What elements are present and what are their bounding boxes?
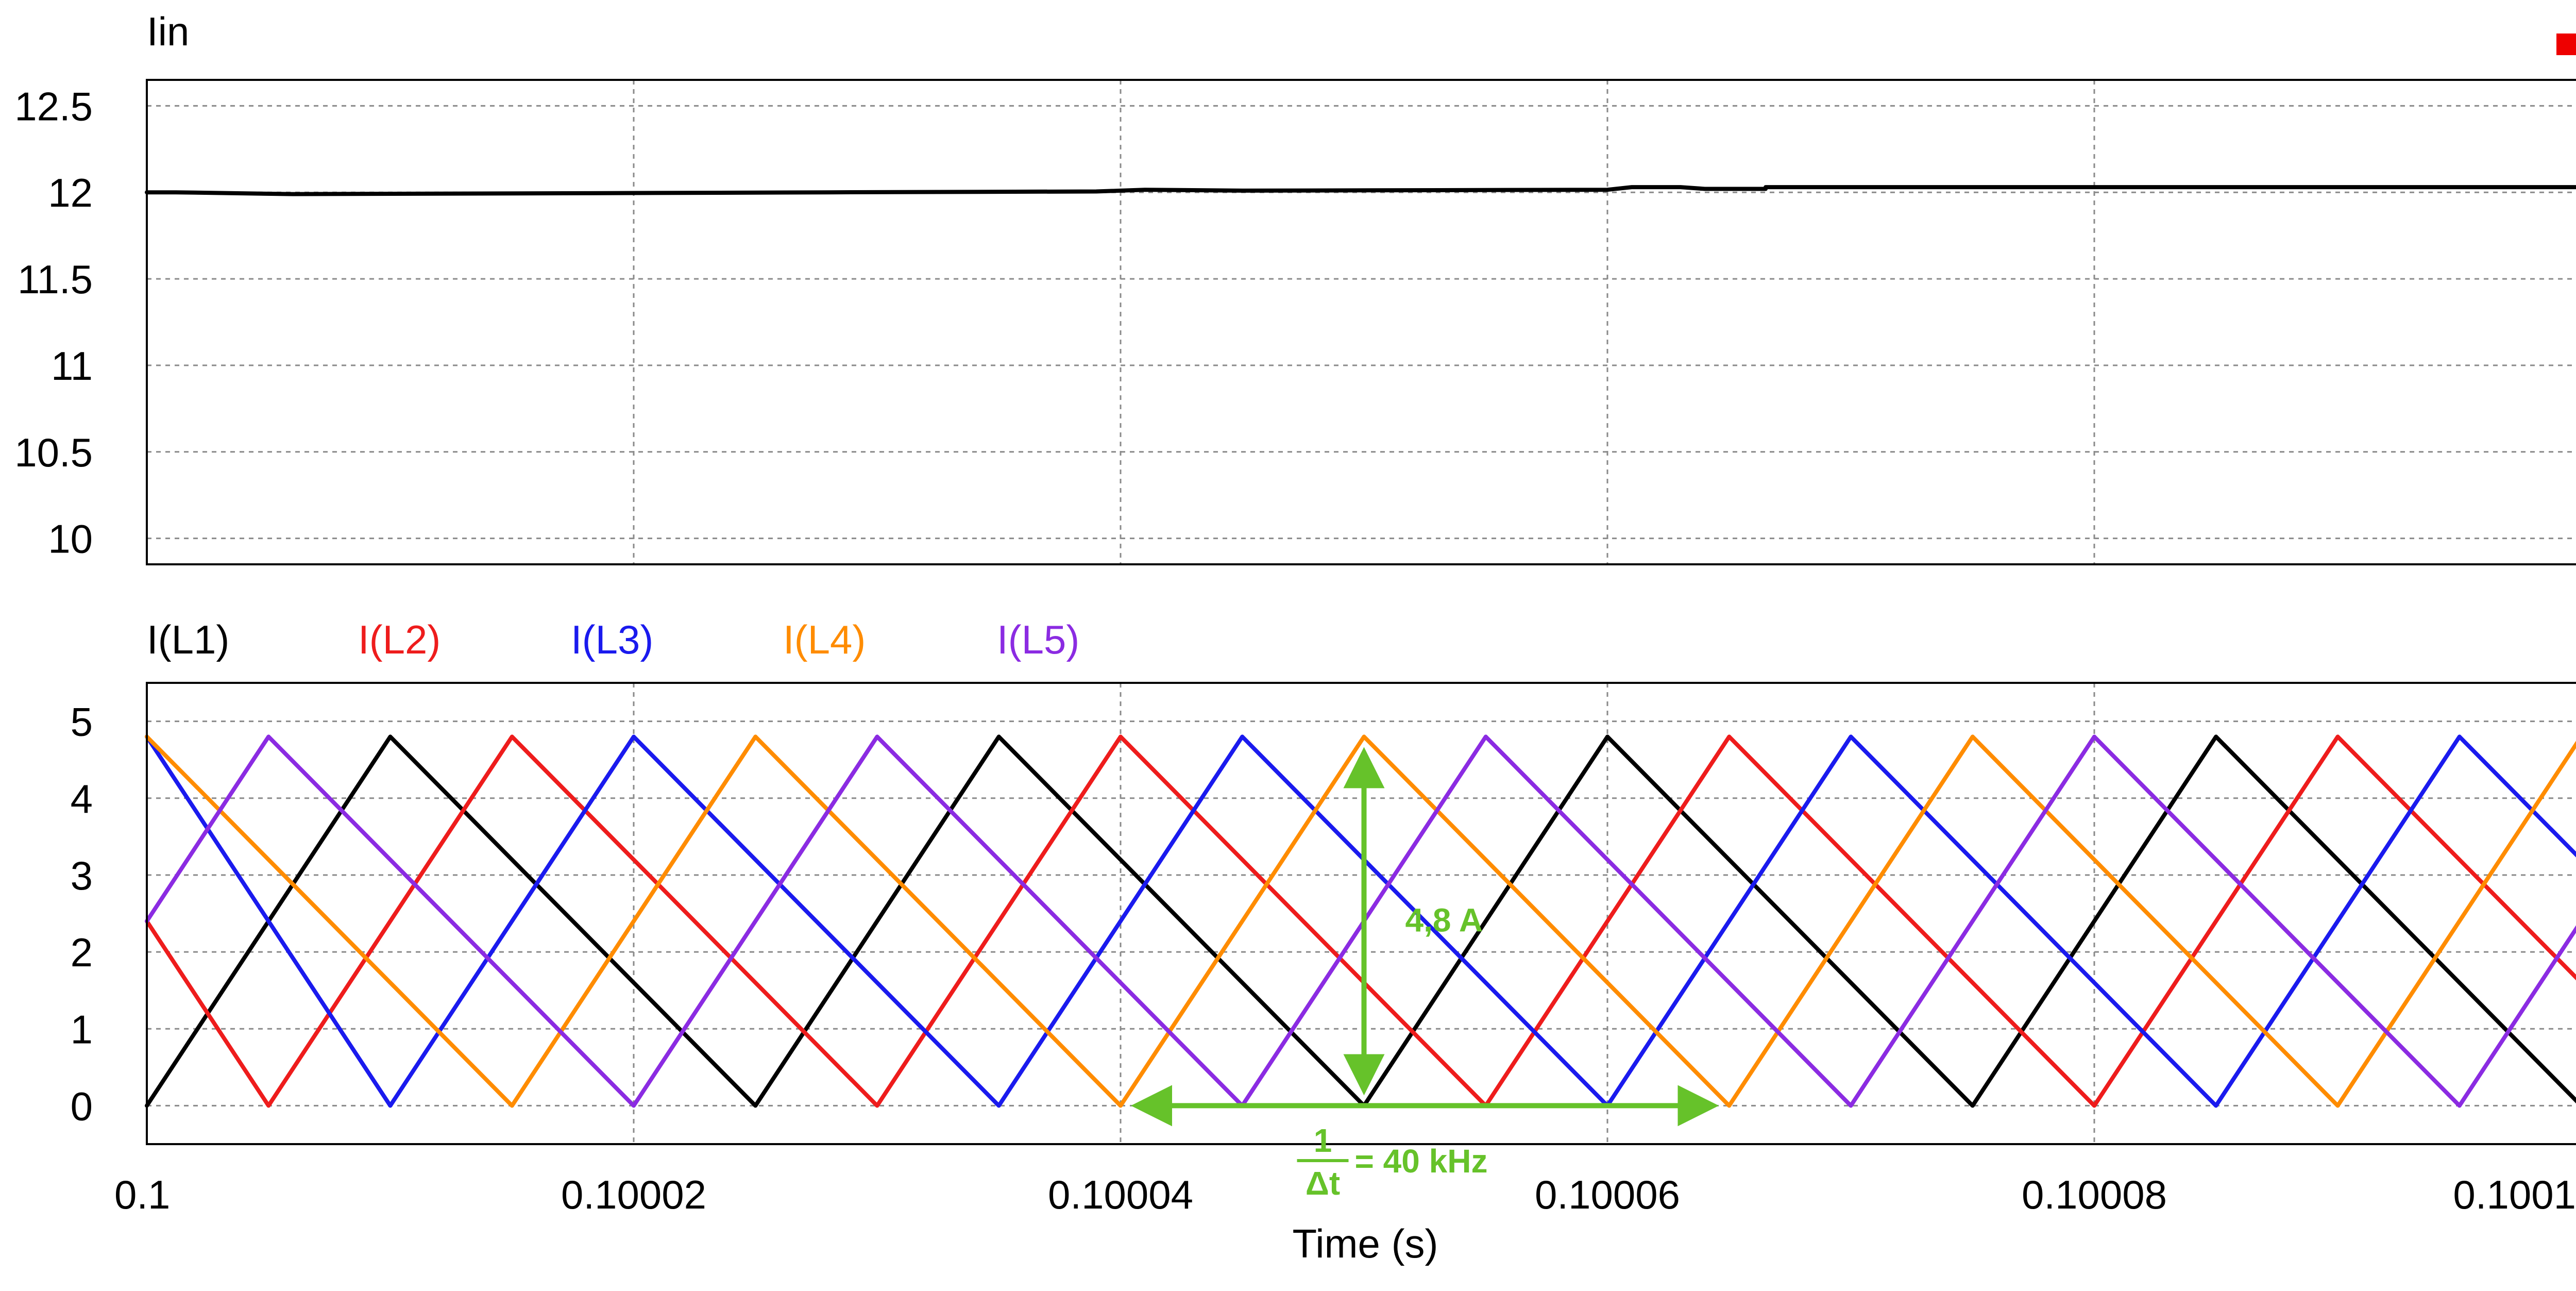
x-tick-4: 0.10008 bbox=[2022, 1172, 2167, 1217]
top-plot-frame bbox=[146, 79, 2576, 565]
top-panel: 10 10.5 11 11.5 12 12.5 Iin bbox=[14, 9, 2576, 565]
series-iin bbox=[145, 185, 2576, 196]
top-y-tick-1: 10.5 bbox=[14, 430, 93, 475]
bottom-panel: 0 1 2 3 4 5 I(L1) I(L2) I(L3) I(L4) I(L5) 0.1 0.10… bbox=[71, 617, 2576, 1266]
legend-item-il5: I(L5) bbox=[997, 617, 1079, 662]
x-tick-2: 0.10004 bbox=[1048, 1172, 1193, 1217]
x-tick-1: 0.10002 bbox=[561, 1172, 706, 1217]
top-series-layer bbox=[145, 185, 2576, 196]
series-il3 bbox=[145, 734, 2576, 1108]
legend-item-il3: I(L3) bbox=[571, 617, 653, 662]
top-panel-title: Iin bbox=[147, 9, 189, 54]
bottom-plot-frame bbox=[146, 682, 2576, 1145]
bottom-y-tick-4: 4 bbox=[71, 776, 93, 821]
x-axis-label: Time (s) bbox=[1292, 1221, 1438, 1266]
bottom-y-tick-labels: 0 1 2 3 4 5 bbox=[71, 699, 93, 1129]
top-y-tick-4: 12 bbox=[48, 170, 93, 215]
legend-item-il4: I(L4) bbox=[783, 617, 866, 662]
top-y-tick-3: 11.5 bbox=[18, 257, 93, 302]
series-il2 bbox=[145, 734, 2576, 1108]
x-tick-0: 0.1 bbox=[114, 1172, 170, 1217]
frequency-denominator: Δt bbox=[1306, 1165, 1340, 1202]
x-tick-3: 0.10006 bbox=[1535, 1172, 1680, 1217]
annotations: 4,8 A 1 Δt = 40 kHz bbox=[1131, 747, 1719, 1202]
legend-marker bbox=[2556, 33, 2576, 55]
top-y-tick-0: 10 bbox=[48, 516, 93, 562]
bottom-y-tick-2: 2 bbox=[71, 930, 93, 975]
amplitude-label: 4,8 A bbox=[1405, 901, 1483, 938]
x-tick-labels: 0.1 0.10002 0.10004 0.10006 0.10008 0.1001 bbox=[114, 1172, 2576, 1217]
top-y-tick-labels: 10 10.5 11 11.5 12 12.5 bbox=[14, 83, 93, 561]
legend-item-il2: I(L2) bbox=[358, 617, 440, 662]
bottom-legend: I(L1) I(L2) I(L3) I(L4) I(L5) bbox=[147, 617, 1079, 662]
top-gridlines bbox=[147, 80, 2576, 564]
top-y-tick-5: 12.5 bbox=[14, 83, 93, 129]
series-il4 bbox=[145, 734, 2576, 1108]
bottom-y-tick-5: 5 bbox=[71, 699, 93, 745]
frequency-value: = 40 kHz bbox=[1355, 1143, 1488, 1180]
bottom-y-tick-0: 0 bbox=[71, 1083, 93, 1129]
legend-item-il1: I(L1) bbox=[147, 617, 229, 662]
top-y-tick-2: 11 bbox=[51, 343, 93, 389]
bottom-y-tick-3: 3 bbox=[71, 853, 93, 898]
x-tick-5: 0.1001 bbox=[2453, 1172, 2576, 1217]
bottom-y-tick-1: 1 bbox=[71, 1007, 93, 1052]
frequency-numerator: 1 bbox=[1314, 1122, 1332, 1159]
